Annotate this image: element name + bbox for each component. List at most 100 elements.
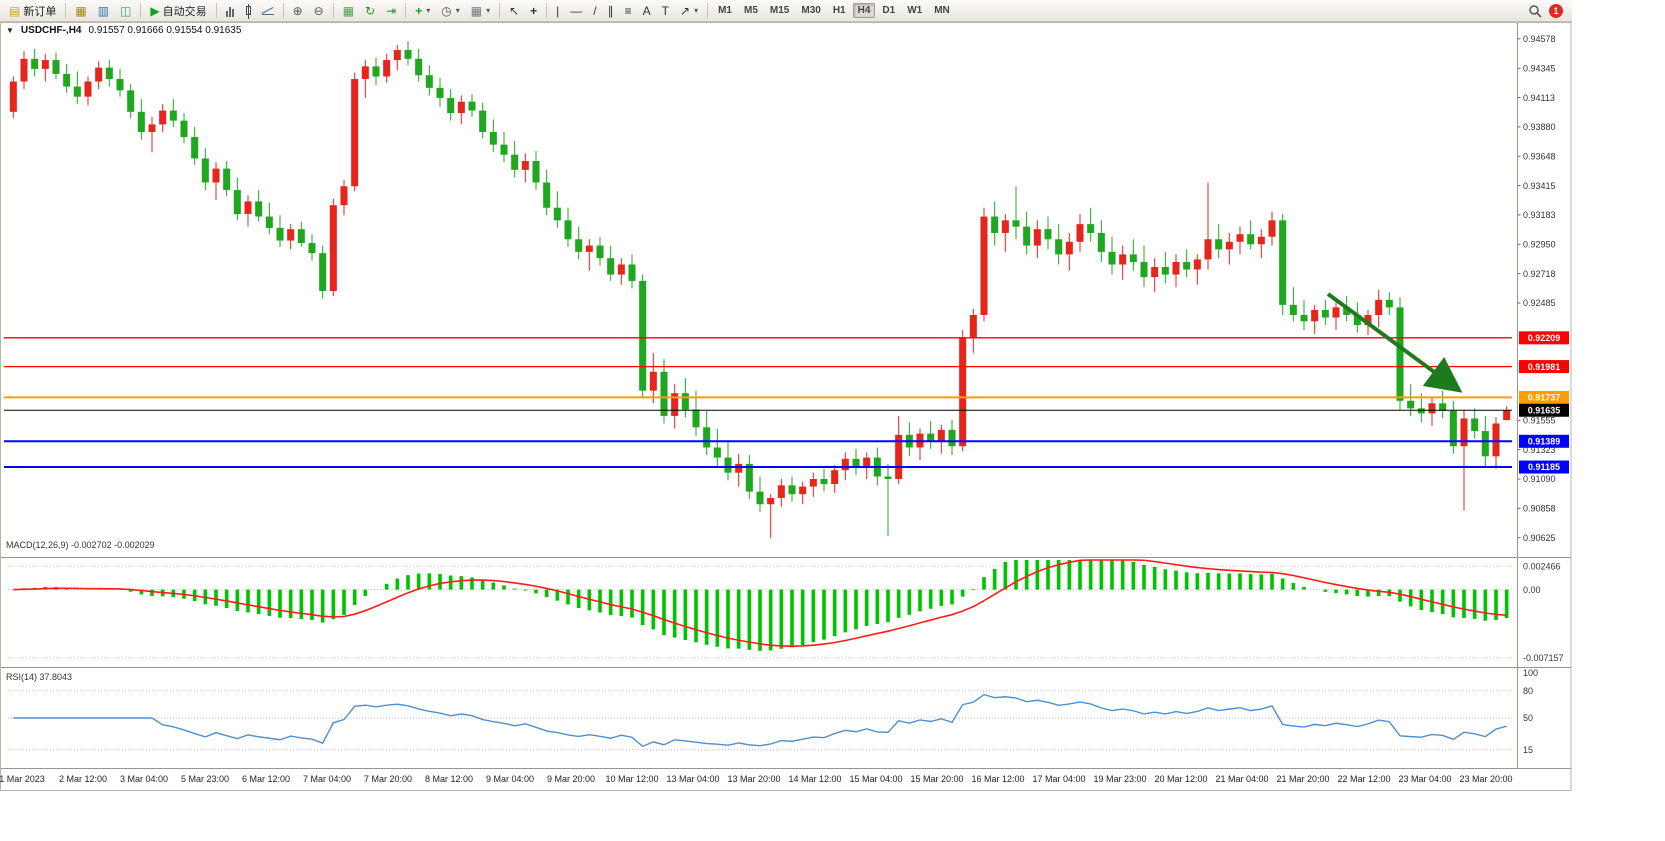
chart-dropdown-icon[interactable]: ▼	[6, 26, 14, 35]
timeframe-h1-button[interactable]: H1	[832, 5, 846, 16]
chart-title: ▼ USDCHF-,H4 0.91557 0.91666 0.91554 0.9…	[6, 25, 241, 36]
chart-shift-button[interactable]: ⇥	[381, 2, 401, 20]
fibonacci-icon: ≡	[624, 3, 632, 18]
svg-text:21 Mar 20:00: 21 Mar 20:00	[1276, 774, 1329, 784]
macd-label: MACD(12,26,9) -0.002702 -0.002029	[6, 540, 155, 550]
timeframe-m1-button[interactable]: M1	[718, 5, 732, 16]
svg-text:22 Mar 12:00: 22 Mar 12:00	[1337, 774, 1390, 784]
label-icon: T	[661, 3, 670, 18]
timeframe-mn-button[interactable]: MN	[934, 5, 950, 16]
toolbar-separator	[499, 3, 501, 18]
chart-profiles-button[interactable]: ▦	[70, 2, 91, 20]
svg-text:7 Mar 20:00: 7 Mar 20:00	[364, 774, 412, 784]
notification-badge[interactable]: 1	[1549, 3, 1563, 18]
timeframe-w1-button[interactable]: W1	[907, 5, 923, 16]
chart-canvas[interactable]: 0.94578 0.94345 0.94113 0.93880 0.93648 0.934…	[0, 22, 1572, 812]
chart-area[interactable]: 0.94578 0.94345 0.94113 0.93880 0.93648 0.934…	[0, 22, 1572, 812]
arrows-button[interactable]: ↗ ▾	[675, 2, 703, 20]
toolbar-separator	[282, 3, 284, 18]
svg-text:0.92950: 0.92950	[1523, 240, 1556, 250]
price-badge: 0.91185	[1519, 460, 1569, 474]
vertical-line-button[interactable]: |	[551, 2, 564, 20]
line-chart-button[interactable]	[257, 2, 279, 20]
toolbar-separator	[405, 3, 407, 18]
candlestick-chart-icon	[245, 4, 251, 19]
template-icon: ▦	[470, 3, 483, 18]
svg-text:0.93415: 0.93415	[1523, 181, 1556, 191]
text-button[interactable]: A	[638, 2, 656, 20]
svg-text:19 Mar 23:00: 19 Mar 23:00	[1093, 774, 1146, 784]
svg-text:7 Mar 04:00: 7 Mar 04:00	[303, 774, 351, 784]
svg-text:50: 50	[1523, 713, 1533, 723]
svg-text:0.91185: 0.91185	[1528, 462, 1560, 472]
time-axis[interactable]: 1 Mar 2023 2 Mar 12:00 3 Mar 04:00 5 Mar 23…	[0, 774, 1513, 784]
svg-text:15 Mar 04:00: 15 Mar 04:00	[849, 774, 902, 784]
price-badge: 0.91981	[1519, 360, 1569, 374]
svg-text:15 Mar 20:00: 15 Mar 20:00	[910, 774, 963, 784]
svg-text:17 Mar 04:00: 17 Mar 04:00	[1032, 774, 1085, 784]
fibonacci-button[interactable]: ≡	[620, 2, 637, 20]
crosshair-button[interactable]: +	[525, 2, 542, 20]
svg-text:9 Mar 20:00: 9 Mar 20:00	[547, 774, 595, 784]
rsi-panel[interactable]: 100 80 50 15	[8, 668, 1538, 755]
navigator-button[interactable]: ◫	[115, 2, 136, 20]
svg-text:13 Mar 04:00: 13 Mar 04:00	[666, 774, 719, 784]
auto-trading-button[interactable]: ▶ 自动交易	[145, 2, 211, 20]
svg-text:16 Mar 12:00: 16 Mar 12:00	[971, 774, 1024, 784]
market-watch-button[interactable]: ▥	[93, 2, 114, 20]
svg-text:0.90858: 0.90858	[1523, 504, 1556, 514]
svg-text:0.91323: 0.91323	[1523, 445, 1556, 455]
new-order-button[interactable]: ▤ 新订单	[4, 2, 61, 20]
timeframe-m15-button[interactable]: M15	[769, 5, 790, 16]
trendline-icon: /	[593, 3, 597, 18]
new-order-label: 新订单	[23, 5, 57, 18]
svg-text:0.00: 0.00	[1523, 585, 1541, 595]
svg-text:3 Mar 04:00: 3 Mar 04:00	[120, 774, 168, 784]
search-icon[interactable]	[1528, 4, 1542, 18]
svg-text:6 Mar 12:00: 6 Mar 12:00	[242, 774, 290, 784]
toolbar-separator	[707, 3, 709, 18]
auto-scroll-icon: ↻	[365, 3, 376, 18]
template-button[interactable]: ▦ ▾	[466, 2, 495, 20]
svg-text:0.92718: 0.92718	[1523, 269, 1556, 279]
label-button[interactable]: T	[657, 2, 674, 20]
market-watch-icon: ▥	[97, 3, 110, 18]
add-indicator-button[interactable]: + ▾	[410, 2, 435, 20]
zoom-out-button[interactable]: ⊖	[309, 2, 329, 20]
horizontal-line-button[interactable]: —	[565, 2, 587, 20]
toolbar-separator	[65, 3, 67, 18]
svg-text:13 Mar 20:00: 13 Mar 20:00	[727, 774, 780, 784]
timeframe-d1-button[interactable]: D1	[882, 5, 896, 16]
navigator-icon: ◫	[120, 3, 132, 18]
zoom-in-button[interactable]: ⊕	[288, 2, 308, 20]
macd-panel[interactable]: 0.002466 0.00 -0.007157	[8, 559, 1564, 663]
chevron-down-icon: ▾	[694, 6, 699, 15]
auto-trading-label: 自动交易	[162, 5, 207, 18]
candlestick-chart-button[interactable]	[241, 2, 256, 20]
arrow-shape-icon: ↗	[680, 3, 691, 18]
timeframe-h4-button[interactable]: H4	[852, 3, 876, 18]
svg-text:10 Mar 12:00: 10 Mar 12:00	[605, 774, 658, 784]
cursor-button[interactable]: ↖	[504, 2, 524, 20]
toolbar-right-group: 1	[1528, 3, 1568, 18]
horizontal-line-icon: —	[570, 3, 583, 18]
bar-chart-button[interactable]	[221, 2, 240, 20]
channel-button[interactable]: ∥	[603, 2, 619, 20]
timeframe-m30-button[interactable]: M30	[801, 5, 821, 16]
svg-text:8 Mar 12:00: 8 Mar 12:00	[425, 774, 473, 784]
svg-text:80: 80	[1523, 686, 1533, 696]
svg-text:2 Mar 12:00: 2 Mar 12:00	[59, 774, 107, 784]
trend-arrow-annotation[interactable]	[1326, 292, 1463, 393]
svg-text:5 Mar 23:00: 5 Mar 23:00	[181, 774, 229, 784]
svg-text:0.91389: 0.91389	[1528, 436, 1561, 446]
trendline-button[interactable]: /	[588, 2, 601, 20]
chevron-down-icon: ▾	[455, 6, 460, 15]
period-button[interactable]: ◷ ▾	[436, 2, 465, 20]
tile-windows-button[interactable]: ▦	[338, 2, 359, 20]
price-axis[interactable]: 0.94578 0.94345 0.94113 0.93880 0.93648 0.934…	[1517, 34, 1556, 543]
ohlc-label: 0.91557 0.91666 0.91554 0.91635	[88, 25, 242, 36]
auto-scroll-button[interactable]: ↻	[360, 2, 380, 20]
bar-chart-icon	[225, 5, 235, 17]
svg-text:0.90625: 0.90625	[1523, 533, 1556, 543]
timeframe-m5-button[interactable]: M5	[744, 5, 758, 16]
